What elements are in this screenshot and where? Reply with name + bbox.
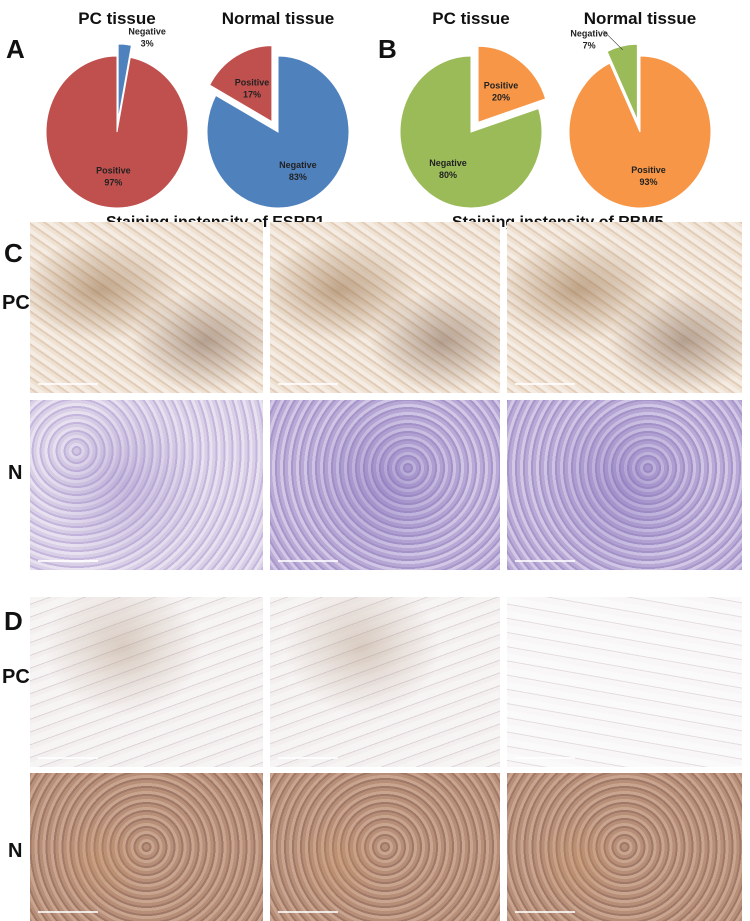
pie-title: PC tissue bbox=[78, 9, 155, 28]
micrograph-d-pc-3 bbox=[507, 597, 742, 767]
micrograph-c-pc-3 bbox=[507, 222, 742, 393]
scale-bar bbox=[515, 383, 575, 385]
row-label-pc: PC bbox=[2, 666, 30, 688]
slice-label: Positive bbox=[484, 80, 519, 90]
scale-bar bbox=[278, 911, 338, 913]
micrograph-d-n-3 bbox=[507, 773, 742, 921]
row-label-pc: PC bbox=[2, 292, 30, 314]
slice-value-label: 7% bbox=[583, 40, 596, 50]
slice-value-label: 20% bbox=[492, 92, 510, 102]
scale-bar bbox=[38, 560, 98, 562]
row-label-n: N bbox=[8, 840, 23, 862]
micrograph-d-n-2 bbox=[270, 773, 500, 921]
slice-label: Positive bbox=[96, 166, 131, 176]
panel-label-a: A bbox=[6, 34, 25, 64]
micrograph-c-n-2 bbox=[270, 400, 500, 570]
slice-label: Negative bbox=[279, 160, 317, 170]
pie-slice-negative bbox=[399, 55, 543, 209]
scale-bar bbox=[38, 911, 98, 913]
scale-bar bbox=[515, 757, 575, 759]
micrograph-d-pc-2 bbox=[270, 597, 500, 767]
scale-bar bbox=[38, 757, 98, 759]
slice-value-label: 93% bbox=[640, 177, 658, 187]
pie-slice-positive bbox=[209, 45, 273, 123]
slice-label: Positive bbox=[235, 78, 270, 88]
slice-label: Negative bbox=[570, 28, 608, 38]
pie-slice-negative bbox=[606, 43, 638, 121]
panel-label-c: C bbox=[4, 238, 23, 268]
slice-value-label: 17% bbox=[243, 90, 261, 100]
micrograph-c-n-1 bbox=[30, 400, 263, 570]
pie-slice-positive bbox=[568, 55, 712, 209]
pie-slice-positive bbox=[45, 55, 189, 209]
leader-line bbox=[602, 30, 623, 51]
pie-slice-negative bbox=[117, 43, 133, 121]
micrograph-c-pc-2 bbox=[270, 222, 500, 393]
scale-bar bbox=[278, 757, 338, 759]
pie-title: Normal tissue bbox=[222, 9, 334, 28]
slice-value-label: 3% bbox=[141, 39, 154, 49]
pie-slice-negative bbox=[206, 55, 350, 209]
slice-label: Negative bbox=[429, 158, 467, 168]
slice-value-label: 80% bbox=[439, 170, 457, 180]
panel-label-b: B bbox=[378, 34, 397, 64]
pie-title: PC tissue bbox=[432, 9, 509, 28]
scale-bar bbox=[278, 383, 338, 385]
scale-bar bbox=[515, 560, 575, 562]
slice-label: Negative bbox=[128, 27, 166, 37]
micrograph-c-pc-1 bbox=[30, 222, 263, 393]
micrograph-d-n-1 bbox=[30, 773, 263, 921]
scale-bar bbox=[515, 911, 575, 913]
row-label-n: N bbox=[8, 462, 23, 484]
pie-slice-positive bbox=[477, 45, 547, 123]
scale-bar bbox=[278, 560, 338, 562]
micrograph-c-n-3 bbox=[507, 400, 742, 570]
panel-label-d: D bbox=[4, 606, 23, 636]
slice-value-label: 83% bbox=[289, 172, 307, 182]
slice-value-label: 97% bbox=[104, 178, 122, 188]
micrograph-d-pc-1 bbox=[30, 597, 263, 767]
pie-title: Normal tissue bbox=[584, 9, 696, 28]
scale-bar bbox=[38, 383, 98, 385]
slice-label: Positive bbox=[631, 165, 666, 175]
